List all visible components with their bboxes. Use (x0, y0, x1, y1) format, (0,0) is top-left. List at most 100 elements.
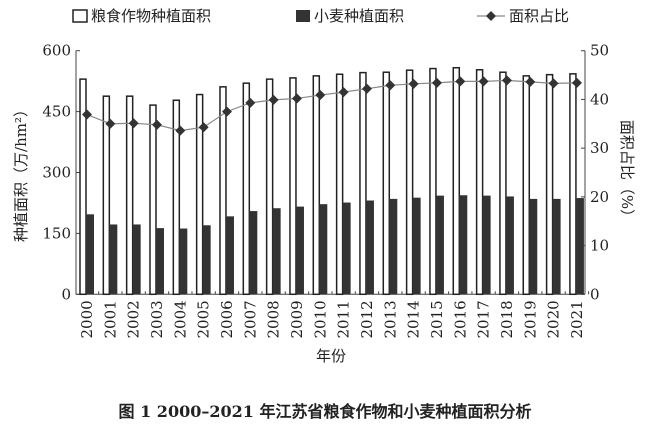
bar-wheat (272, 208, 281, 295)
ratio-marker (82, 109, 92, 120)
bar-wheat (109, 224, 118, 295)
x-tick-label: 2008 (265, 300, 283, 338)
x-axis-label: 年份 (316, 347, 346, 365)
y2-tick-label: 10 (590, 237, 609, 255)
bar-wheat (319, 204, 328, 295)
ratio-marker (105, 118, 116, 129)
figure-caption: 图 1 2000–2021 年江苏省粮食作物和小麦种植面积分析 (118, 402, 532, 421)
bar-grain (242, 82, 251, 296)
y2-axis-label: 面积占比（%） (618, 120, 636, 224)
y-tick-label: 450 (42, 103, 71, 121)
legend-label-grain: 粮食作物种植面积 (91, 7, 211, 25)
ratio-marker (151, 119, 162, 130)
ratio-marker (455, 76, 466, 87)
ratio-marker (501, 75, 512, 86)
bar-grain (289, 77, 297, 296)
ratio-marker (198, 122, 209, 133)
bar-wheat (132, 224, 141, 295)
bar-grain (522, 75, 531, 296)
ratio-marker (268, 94, 279, 105)
bar-grain (172, 99, 181, 296)
bar-wheat (225, 216, 234, 295)
bar-wheat (155, 228, 164, 295)
y-tick-label: 600 (42, 42, 71, 60)
x-tick-label: 2021 (568, 300, 586, 338)
legend-swatch-wheat (296, 10, 310, 22)
y-tick-label: 0 (61, 285, 71, 303)
bar-wheat (435, 195, 444, 295)
ratio-marker (291, 93, 302, 104)
bar-wheat (202, 225, 211, 295)
bar-grain (335, 73, 344, 296)
ratio-marker (525, 76, 536, 87)
bar-grain (499, 71, 507, 296)
x-tick-label: 2009 (288, 300, 306, 338)
x-tick-label: 2016 (451, 300, 469, 338)
ratio-marker (128, 118, 139, 129)
bar-wheat (459, 195, 468, 295)
ratio-line (86, 79, 577, 132)
x-tick-label: 2003 (148, 300, 166, 338)
x-tick-label: 2011 (335, 300, 353, 338)
bar-wheat (482, 195, 491, 295)
x-tick-label: 2012 (358, 300, 376, 338)
ratio-marker (431, 77, 442, 88)
bar-grain (79, 78, 87, 296)
bar-wheat (86, 214, 94, 295)
bar-grain (195, 93, 204, 296)
y2-tick-label: 30 (590, 139, 609, 157)
y-tick-label: 150 (42, 224, 71, 242)
ratio-marker (548, 78, 559, 89)
bar-grain (429, 67, 437, 296)
bar-wheat (249, 211, 258, 295)
bar-wheat (342, 202, 351, 295)
bar-wheat (552, 198, 561, 295)
legend: 粮食作物种植面积 小麦种植面积 面积占比 (72, 7, 569, 25)
chart: 粮食作物种植面积 小麦种植面积 面积占比 0 150 300 450 600 0 10 20 3… (12, 7, 636, 365)
x-tick-label: 2000 (78, 300, 96, 338)
x-tick-label: 2002 (125, 300, 143, 338)
x-tick-label: 2014 (405, 300, 423, 338)
bar-grain (359, 71, 367, 296)
ratio-marker (221, 106, 232, 117)
legend-label-wheat: 小麦种植面积 (314, 7, 404, 25)
x-tick-label: 2005 (195, 300, 213, 338)
ratio-marker (175, 125, 186, 136)
ratio-marker (245, 97, 256, 108)
x-tick-label: 2013 (381, 300, 399, 338)
x-tick-label: 2001 (101, 300, 119, 338)
legend-swatch-grain (72, 9, 88, 23)
x-tick-label: 2010 (311, 300, 329, 338)
bar-grain (219, 86, 227, 296)
ratio-marker (571, 77, 582, 88)
ratio-marker (408, 78, 419, 89)
bar-grain (382, 71, 391, 296)
x-tick-label: 2004 (171, 300, 189, 338)
ratio-marker (478, 76, 489, 87)
bar-wheat (389, 198, 398, 295)
bar-wheat (412, 197, 421, 295)
bar-grain (125, 95, 134, 296)
bar-grain (405, 69, 414, 296)
y2-tick-label: 0 (590, 285, 600, 303)
x-tick-label: 2007 (241, 300, 259, 338)
bar-grain (265, 78, 274, 296)
x-tick-label: 2019 (521, 300, 539, 338)
ratio-marker (315, 90, 326, 101)
y-tick-label: 300 (42, 164, 71, 182)
bar-grain (475, 69, 484, 296)
bar-wheat (295, 206, 304, 295)
bar-wheat (505, 196, 514, 295)
bar-grain (569, 73, 577, 296)
bar-grain (149, 104, 157, 296)
ratio-marker (361, 83, 372, 94)
bar-grain (452, 67, 461, 296)
y-axis-label: 种植面积（万/hm²） (12, 102, 30, 242)
bar-grain (102, 95, 111, 296)
ratio-marker (385, 80, 396, 91)
legend-label-ratio: 面积占比 (509, 7, 569, 25)
legend-marker-ratio (486, 11, 496, 21)
x-tick-label: 2006 (218, 300, 236, 338)
bar-wheat (179, 228, 188, 295)
x-tick-label: 2018 (498, 300, 516, 338)
